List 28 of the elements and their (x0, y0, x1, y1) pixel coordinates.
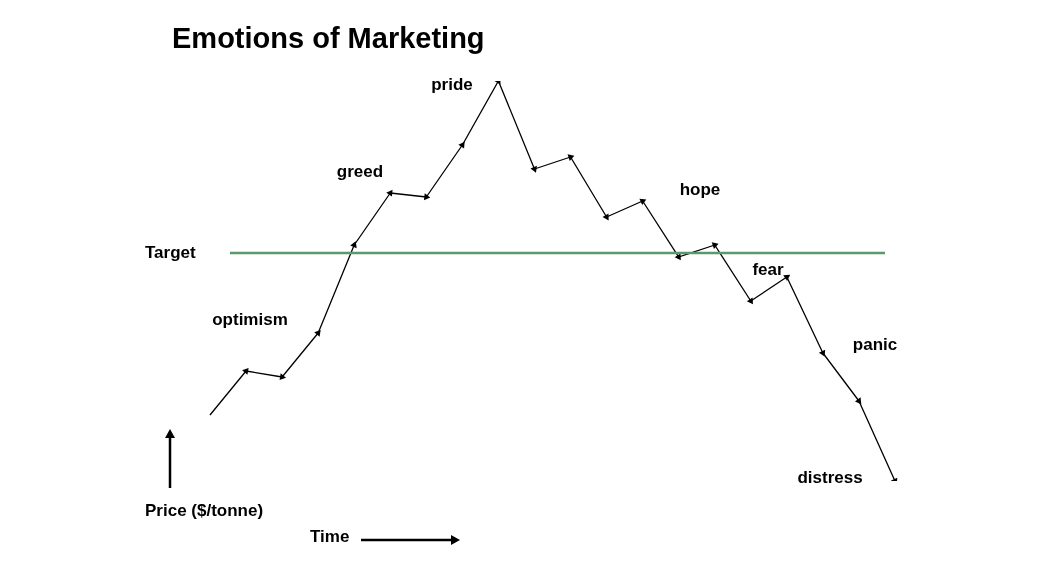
point (567, 154, 575, 161)
point (314, 329, 321, 337)
annotation: distress (797, 467, 863, 487)
annotation: hope (679, 179, 721, 199)
point (242, 367, 249, 375)
point (818, 349, 826, 357)
annotation: optimism (212, 309, 288, 329)
point (279, 373, 287, 381)
annotation: pride (431, 74, 473, 94)
point (674, 253, 681, 261)
annotation: fear (752, 259, 784, 279)
point (423, 193, 431, 201)
point (854, 397, 862, 405)
point (746, 297, 753, 305)
x-axis-title: Time (310, 527, 350, 547)
point (386, 189, 393, 197)
annotation: panic (852, 334, 898, 354)
point (458, 141, 465, 149)
point (602, 213, 609, 221)
point (711, 242, 719, 249)
chart-title: Emotions of Marketing (172, 22, 485, 55)
y-axis-title: Price ($/tonne) (145, 501, 264, 521)
point (350, 241, 357, 249)
point (783, 274, 791, 281)
point (530, 165, 537, 173)
annotation: greed (336, 161, 384, 181)
point (639, 198, 647, 205)
ref-line-label: Target (145, 242, 197, 262)
